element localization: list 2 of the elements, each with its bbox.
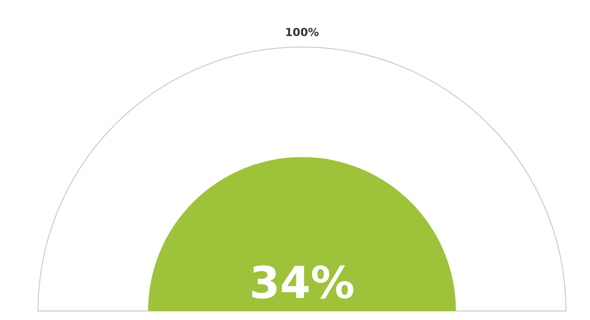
data-label: 100% [285,26,319,39]
data-label: 34% [249,258,355,309]
